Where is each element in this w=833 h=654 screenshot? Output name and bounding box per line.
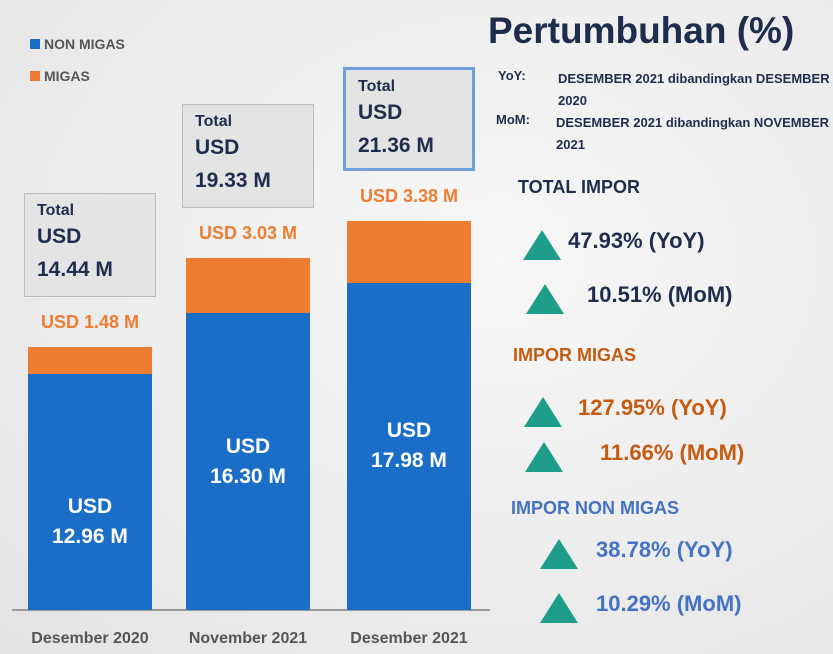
growth-value: 47.93% (YoY)	[568, 228, 705, 253]
note-key: YoY:	[498, 68, 526, 83]
bar-segment	[28, 374, 152, 610]
legend-item: MIGAS	[30, 68, 90, 84]
value-label: USD 1.48 M	[40, 312, 140, 333]
note-text: DESEMBER 2021 dibandingkan NOVEMBER 2021	[556, 115, 830, 152]
total-label: USD 21.36 M	[358, 101, 434, 158]
title: Pertumbuhan (%)	[488, 10, 795, 51]
growth-value: 10.29% (MoM)	[596, 591, 742, 616]
note: MoM: DESEMBER 2021 dibandingkan NOVEMBER …	[496, 112, 831, 156]
up-triangle	[524, 397, 562, 427]
legend-label: NON MIGAS	[44, 36, 125, 52]
note-text: DESEMBER 2021 dibandingkan DESEMBER 2020	[558, 71, 830, 108]
value-label: USD 3.38 M	[359, 186, 459, 207]
x-tick-label: Desember 2020	[31, 630, 149, 647]
growth-value: 10.51% (MoM)	[587, 282, 733, 307]
bar-segment	[186, 313, 310, 610]
baseline	[12, 609, 490, 611]
note-key: MoM:	[496, 112, 530, 127]
x-tick-label: November 2021	[188, 630, 308, 647]
total-box: Total USD 21.36 M	[343, 67, 475, 172]
section-title: IMPOR MIGAS	[513, 345, 637, 365]
value-label: USD 12.96 M	[52, 495, 128, 549]
value-label: USD 17.98 M	[371, 419, 447, 473]
bar-segment	[186, 258, 310, 314]
total-label: USD 19.33 M	[195, 136, 271, 193]
total-caption: Total	[37, 202, 75, 220]
up-triangle	[540, 593, 578, 623]
bar-segment	[347, 221, 471, 283]
total-caption: Total	[195, 113, 233, 131]
total-caption: Total	[358, 78, 396, 96]
total-label: USD 14.44 M	[37, 225, 113, 282]
up-triangle	[525, 442, 563, 472]
bar-segment	[28, 347, 152, 375]
growth-value: 11.66% (MoM)	[600, 440, 745, 465]
total-box: Total USD 19.33 M	[182, 104, 314, 209]
growth-value: 38.78% (YoY)	[596, 537, 733, 562]
legend-swatch	[30, 71, 40, 81]
bar-segment	[347, 282, 471, 610]
section-title: TOTAL IMPOR	[518, 177, 641, 197]
value-label: USD 16.30 M	[210, 434, 286, 488]
total-box: Total USD 14.44 M	[24, 193, 156, 298]
section-title: IMPOR NON MIGAS	[511, 498, 680, 518]
up-triangle	[540, 539, 578, 569]
up-triangle	[523, 230, 561, 260]
legend-item: NON MIGAS	[30, 36, 125, 52]
value-label: USD 3.03 M	[198, 223, 298, 244]
up-triangle	[526, 284, 564, 314]
legend-label: MIGAS	[44, 68, 90, 84]
growth-value: 127.95% (YoY)	[578, 395, 727, 420]
note: YoY: DESEMBER 2021 dibandingkan DESEMBER …	[498, 68, 833, 112]
x-tick-label: Desember 2021	[350, 630, 468, 647]
legend-swatch	[30, 39, 40, 49]
